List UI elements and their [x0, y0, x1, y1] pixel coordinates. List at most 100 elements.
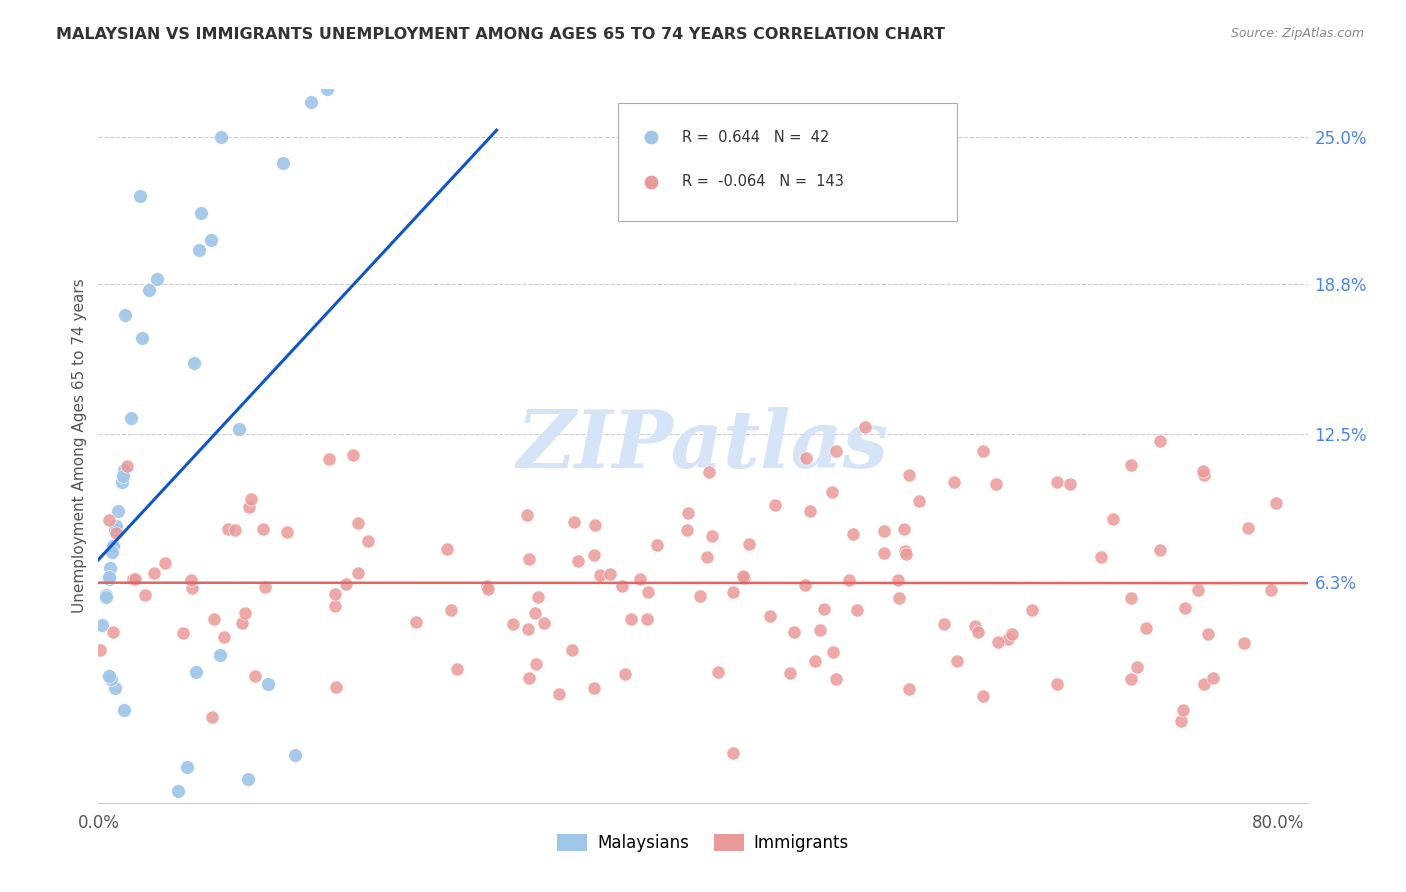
Point	[114, 308, 136, 322]
Point	[405, 615, 427, 629]
Point	[98, 513, 121, 527]
Point	[972, 443, 994, 458]
Point	[1149, 543, 1171, 558]
Point	[97, 572, 120, 586]
Point	[987, 635, 1010, 649]
Point	[620, 612, 643, 626]
Point	[1046, 475, 1069, 489]
Point	[208, 648, 231, 663]
Point	[1174, 601, 1197, 615]
Point	[1121, 591, 1143, 606]
Point	[98, 560, 121, 574]
Point	[1119, 672, 1142, 686]
Point	[243, 669, 266, 683]
Text: R =  -0.064   N =  143: R = -0.064 N = 143	[682, 175, 845, 189]
Point	[779, 665, 801, 680]
Point	[128, 189, 150, 203]
Point	[676, 523, 699, 537]
Y-axis label: Unemployment Among Ages 65 to 74 years: Unemployment Among Ages 65 to 74 years	[72, 278, 87, 614]
Point	[519, 552, 541, 566]
Point	[824, 672, 846, 686]
Point	[323, 586, 346, 600]
Point	[477, 582, 499, 597]
Point	[211, 129, 233, 144]
Point	[697, 465, 720, 479]
Point	[733, 571, 755, 585]
Point	[231, 616, 253, 631]
Point	[523, 606, 546, 620]
Point	[347, 516, 370, 531]
Point	[276, 525, 298, 540]
Point	[583, 548, 606, 562]
Point	[316, 82, 339, 96]
Point	[738, 537, 761, 551]
Point	[121, 572, 143, 586]
Point	[502, 617, 524, 632]
Point	[342, 448, 364, 462]
Point	[1090, 549, 1112, 564]
Point	[97, 569, 120, 583]
Text: MALAYSIAN VS IMMIGRANTS UNEMPLOYMENT AMONG AGES 65 TO 74 YEARS CORRELATION CHART: MALAYSIAN VS IMMIGRANTS UNEMPLOYMENT AMO…	[56, 27, 945, 42]
Point	[894, 544, 917, 558]
Point	[676, 507, 699, 521]
Text: Source: ZipAtlas.com: Source: ZipAtlas.com	[1230, 27, 1364, 40]
Point	[202, 612, 225, 626]
Point	[101, 539, 124, 553]
Point	[527, 590, 550, 604]
Point	[254, 580, 277, 594]
Point	[972, 689, 994, 703]
Point	[1173, 703, 1195, 717]
Point	[689, 590, 711, 604]
Point	[561, 643, 583, 657]
Text: ZIPatlas: ZIPatlas	[517, 408, 889, 484]
Point	[335, 576, 357, 591]
Point	[873, 524, 896, 538]
Point	[804, 654, 827, 668]
Point	[188, 243, 211, 257]
Point	[201, 710, 224, 724]
Point	[299, 95, 322, 110]
Point	[562, 515, 585, 529]
Point	[252, 522, 274, 536]
Point	[599, 567, 621, 582]
FancyBboxPatch shape	[619, 103, 957, 221]
Point	[838, 574, 860, 588]
Point	[190, 206, 212, 220]
Point	[1202, 671, 1225, 685]
Point	[100, 672, 122, 686]
Point	[1021, 603, 1043, 617]
Point	[932, 617, 955, 632]
Point	[146, 272, 169, 286]
Point	[893, 522, 915, 536]
Point	[271, 155, 294, 169]
Point	[965, 619, 987, 633]
Point	[283, 748, 305, 763]
Point	[731, 569, 754, 583]
Point	[111, 475, 134, 490]
Point	[98, 669, 121, 683]
Point	[477, 579, 499, 593]
Point	[799, 504, 821, 518]
Point	[872, 546, 894, 560]
Point	[637, 585, 659, 599]
Point	[823, 645, 845, 659]
Point	[104, 523, 127, 537]
Point	[613, 667, 636, 681]
Point	[628, 572, 651, 586]
Point	[180, 574, 202, 588]
Point	[1192, 464, 1215, 478]
Point	[516, 508, 538, 522]
Point	[984, 477, 1007, 491]
Point	[517, 622, 540, 636]
Point	[610, 578, 633, 592]
Point	[526, 657, 548, 672]
Point	[96, 588, 118, 602]
Point	[1194, 467, 1216, 482]
Point	[583, 518, 606, 533]
Point	[436, 541, 458, 556]
Point	[1126, 659, 1149, 673]
Point	[894, 548, 917, 562]
Point	[887, 591, 910, 606]
Point	[702, 529, 724, 543]
Point	[548, 688, 571, 702]
